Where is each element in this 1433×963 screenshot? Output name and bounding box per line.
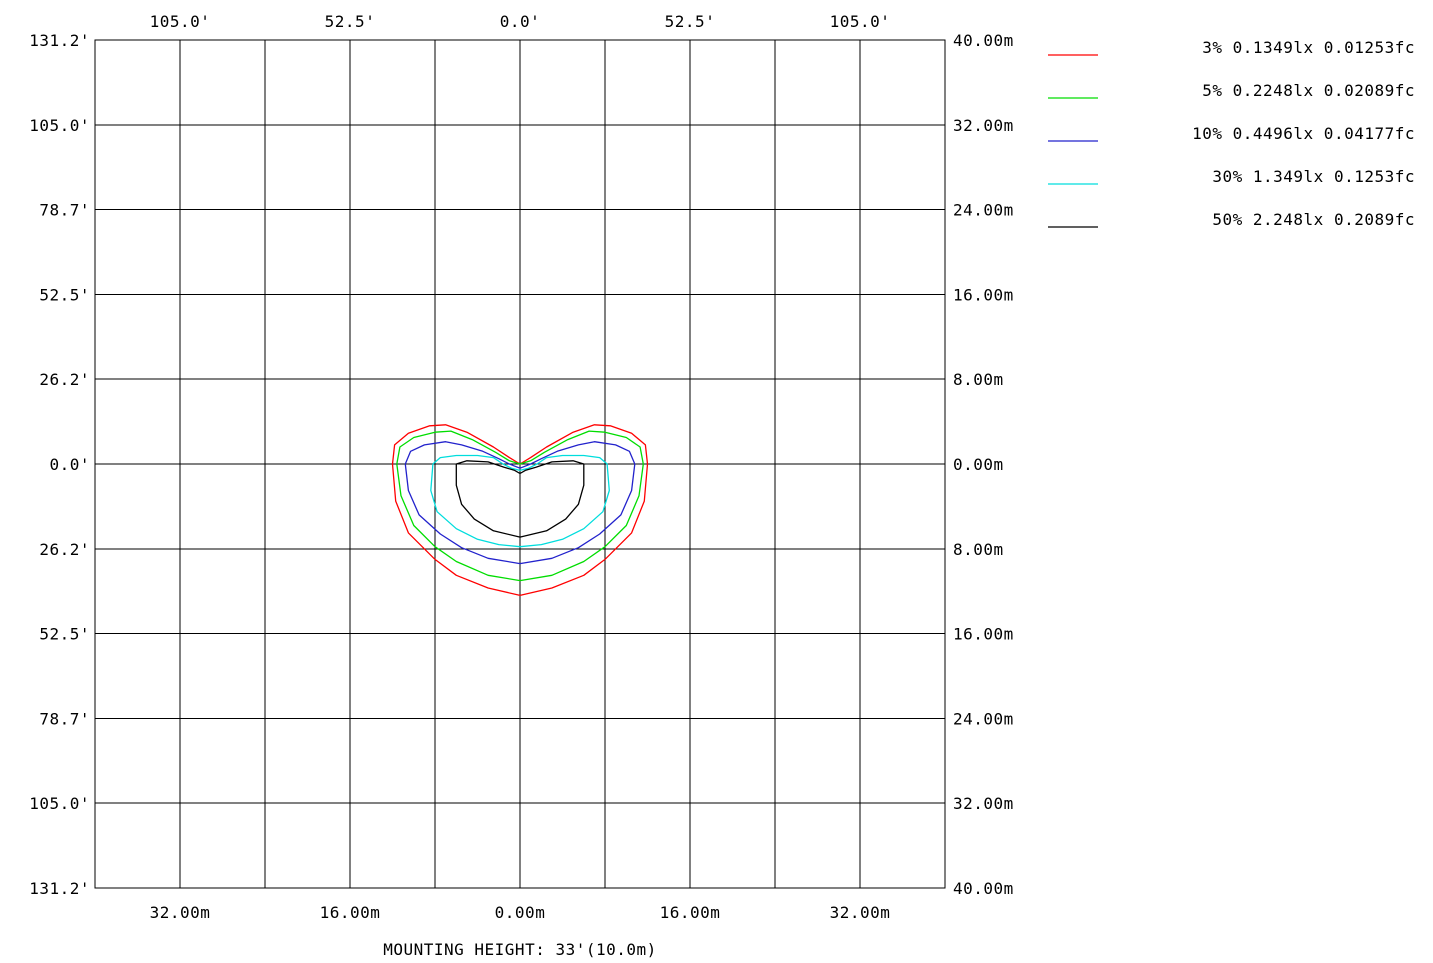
x-tick-label-top: 52.5' [665, 12, 716, 31]
isolux-contour-2 [396, 430, 644, 582]
y-tick-label-right: 24.00m [953, 709, 1014, 728]
isolux-contour-4 [430, 454, 610, 548]
x-tick-label-top: 105.0' [150, 12, 211, 31]
y-tick-label-right: 24.00m [953, 201, 1014, 220]
y-tick-label-left: 131.2' [29, 879, 90, 898]
axis-ticks: 105.0' 52.5' 0.0' 52.5' 105.0' 32.00m 16.00m 0.… [29, 12, 1014, 922]
isolux-contour-1 [391, 424, 649, 597]
mounting-height-caption: MOUNTING HEIGHT: 33'(10.0m) [383, 940, 657, 959]
y-tick-label-left: 131.2' [29, 31, 90, 50]
legend-label: 10% 0.4496lx 0.04177fc [1192, 124, 1415, 143]
isolux-contour-5 [455, 460, 585, 538]
y-tick-label-right: 40.00m [953, 31, 1014, 50]
y-tick-label-left: 78.7' [39, 201, 90, 220]
y-tick-label-right: 32.00m [953, 794, 1014, 813]
legend-label: 5% 0.2248lx 0.02089fc [1202, 81, 1415, 100]
x-tick-label-bottom: 16.00m [320, 903, 381, 922]
y-tick-label-left: 105.0' [29, 794, 90, 813]
legend-label: 50% 2.248lx 0.2089fc [1212, 210, 1415, 229]
y-tick-label-left: 26.2' [39, 540, 90, 559]
y-tick-label-left: 78.7' [39, 709, 90, 728]
y-tick-label-right: 40.00m [953, 879, 1014, 898]
x-tick-label-bottom: 16.00m [660, 903, 721, 922]
plot-frame [94, 39, 946, 889]
y-tick-label-right: 16.00m [953, 285, 1014, 304]
y-tick-label-left: 52.5' [39, 285, 90, 304]
x-tick-label-bottom: 0.00m [495, 903, 546, 922]
y-tick-label-left: 105.0' [29, 116, 90, 135]
y-tick-label-left: 52.5' [39, 625, 90, 644]
legend-label: 3% 0.1349lx 0.01253fc [1202, 38, 1415, 57]
y-tick-label-left: 26.2' [39, 370, 90, 389]
y-tick-label-right: 0.00m [953, 455, 1004, 474]
x-tick-label-bottom: 32.00m [150, 903, 211, 922]
isolux-contour-3 [404, 441, 636, 565]
isolux-contours [391, 424, 649, 597]
x-tick-label-top: 52.5' [325, 12, 376, 31]
y-tick-label-right: 8.00m [953, 370, 1004, 389]
x-tick-label-top: 105.0' [830, 12, 891, 31]
x-tick-label-bottom: 32.00m [830, 903, 891, 922]
x-tick-label-top: 0.0' [500, 12, 541, 31]
y-tick-label-right: 8.00m [953, 540, 1004, 559]
legend-label: 30% 1.349lx 0.1253fc [1212, 167, 1415, 186]
y-tick-label-left: 0.0' [49, 455, 90, 474]
y-tick-label-right: 16.00m [953, 625, 1014, 644]
legend: 3% 0.1349lx 0.01253fc 5% 0.2248lx 0.02089… [1048, 38, 1415, 229]
y-tick-label-right: 32.00m [953, 116, 1014, 135]
